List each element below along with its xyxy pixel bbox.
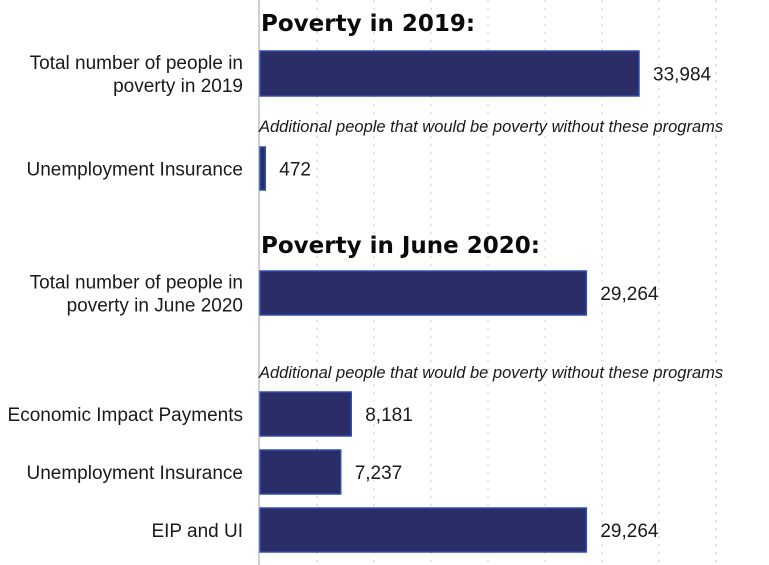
bar-value-label: 7,237 — [355, 463, 403, 484]
note-2019: Additional people that would be poverty … — [258, 118, 723, 136]
bar — [259, 507, 588, 553]
category-label: poverty in June 2020 — [67, 296, 243, 317]
bar — [259, 50, 640, 97]
category-label: Economic Impact Payments — [8, 405, 243, 426]
bar — [259, 146, 267, 191]
bar-value-label: 8,181 — [365, 405, 413, 426]
category-label: Total number of people in — [30, 53, 243, 74]
bar — [259, 391, 352, 437]
category-label: Unemployment Insurance — [27, 160, 244, 181]
bar-value-label: 29,264 — [600, 284, 659, 305]
category-label: EIP and UI — [151, 521, 243, 542]
section-title-2019: Poverty in 2019: — [261, 11, 475, 37]
category-label: Unemployment Insurance — [27, 463, 244, 484]
bar — [259, 270, 588, 316]
category-label: Total number of people in — [30, 273, 243, 294]
section-title-june-2020: Poverty in June 2020: — [261, 233, 540, 259]
category-label: poverty in 2019 — [113, 76, 243, 97]
bar-value-label: 29,264 — [600, 521, 659, 542]
note-june-2020: Additional people that would be poverty … — [258, 364, 723, 382]
bar-value-label: 33,984 — [653, 65, 712, 86]
bar — [259, 449, 342, 495]
bar-value-label: 472 — [279, 160, 311, 181]
